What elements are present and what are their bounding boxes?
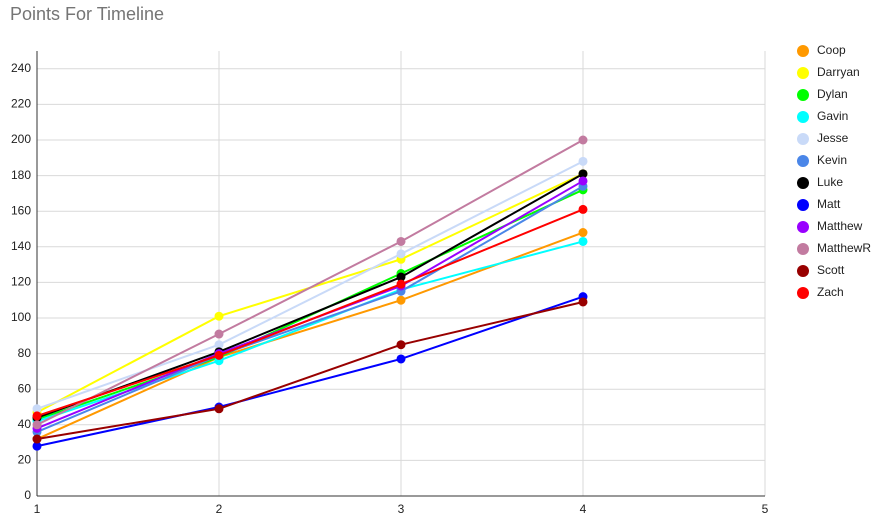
data-point: [578, 204, 588, 214]
legend-marker: [797, 199, 809, 211]
data-point: [578, 156, 588, 166]
data-point: [396, 249, 406, 259]
data-point: [32, 404, 42, 414]
data-point: [32, 434, 42, 444]
x-tick-label: 5: [762, 502, 769, 516]
series-line: [36, 160, 584, 410]
y-tick-label: 240: [11, 61, 31, 75]
legend-marker: [797, 265, 809, 277]
legend-marker: [797, 177, 809, 189]
legend-marker: [797, 221, 809, 233]
series-line: [36, 208, 584, 417]
data-point: [578, 297, 588, 307]
legend-marker: [797, 45, 809, 57]
legend-marker: [797, 243, 809, 255]
series-line: [36, 139, 584, 426]
x-tick-label: 1: [34, 502, 41, 516]
data-point: [214, 329, 224, 339]
y-tick-label: 100: [11, 310, 31, 324]
chart-title: Points For Timeline: [10, 4, 164, 24]
y-tick-label: 120: [11, 275, 31, 289]
data-point: [214, 350, 224, 360]
legend-label: Luke: [817, 175, 843, 189]
legend-label: Matthew: [817, 219, 863, 233]
y-tick-label: 40: [18, 417, 32, 431]
legend-label: Matt: [817, 197, 841, 211]
legend-marker: [797, 287, 809, 299]
legend-label: Zach: [817, 285, 844, 299]
y-tick-label: 0: [24, 488, 31, 502]
data-point: [396, 272, 406, 282]
data-point: [578, 228, 588, 238]
data-point: [578, 236, 588, 246]
legend-label: Kevin: [817, 153, 847, 167]
data-point: [214, 404, 224, 414]
x-tick-label: 4: [580, 502, 587, 516]
y-tick-label: 160: [11, 203, 31, 217]
legend-marker: [797, 133, 809, 145]
legend-marker: [797, 111, 809, 123]
legend-marker: [797, 67, 809, 79]
series-line: [36, 185, 584, 433]
y-tick-label: 20: [18, 453, 32, 467]
data-point: [578, 135, 588, 145]
data-point: [396, 279, 406, 289]
legend-marker: [797, 89, 809, 101]
data-point: [32, 441, 42, 451]
y-tick-label: 60: [18, 381, 32, 395]
data-point: [578, 176, 588, 186]
x-tick-label: 3: [398, 502, 405, 516]
data-point: [396, 236, 406, 246]
legend-label: Jesse: [817, 131, 849, 145]
data-point: [396, 340, 406, 350]
data-point: [32, 411, 42, 421]
series-line: [36, 295, 584, 448]
legend-marker: [797, 155, 809, 167]
data-point: [214, 311, 224, 321]
data-point: [214, 340, 224, 350]
data-point: [396, 295, 406, 305]
data-point: [32, 420, 42, 430]
legend-label: Darryan: [817, 65, 860, 79]
y-tick-label: 220: [11, 97, 31, 111]
y-tick-label: 200: [11, 132, 31, 146]
legend-label: MatthewR: [817, 241, 871, 255]
y-tick-label: 80: [18, 346, 32, 360]
data-point: [578, 169, 588, 179]
series-line: [36, 172, 584, 419]
legend-label: Gavin: [817, 109, 848, 123]
legend-label: Coop: [817, 43, 846, 57]
series-line: [36, 301, 584, 441]
x-tick-label: 2: [216, 502, 223, 516]
y-tick-label: 180: [11, 168, 31, 182]
legend-label: Dylan: [817, 87, 848, 101]
data-point: [396, 354, 406, 364]
y-tick-label: 140: [11, 239, 31, 253]
legend-label: Scott: [817, 263, 845, 277]
